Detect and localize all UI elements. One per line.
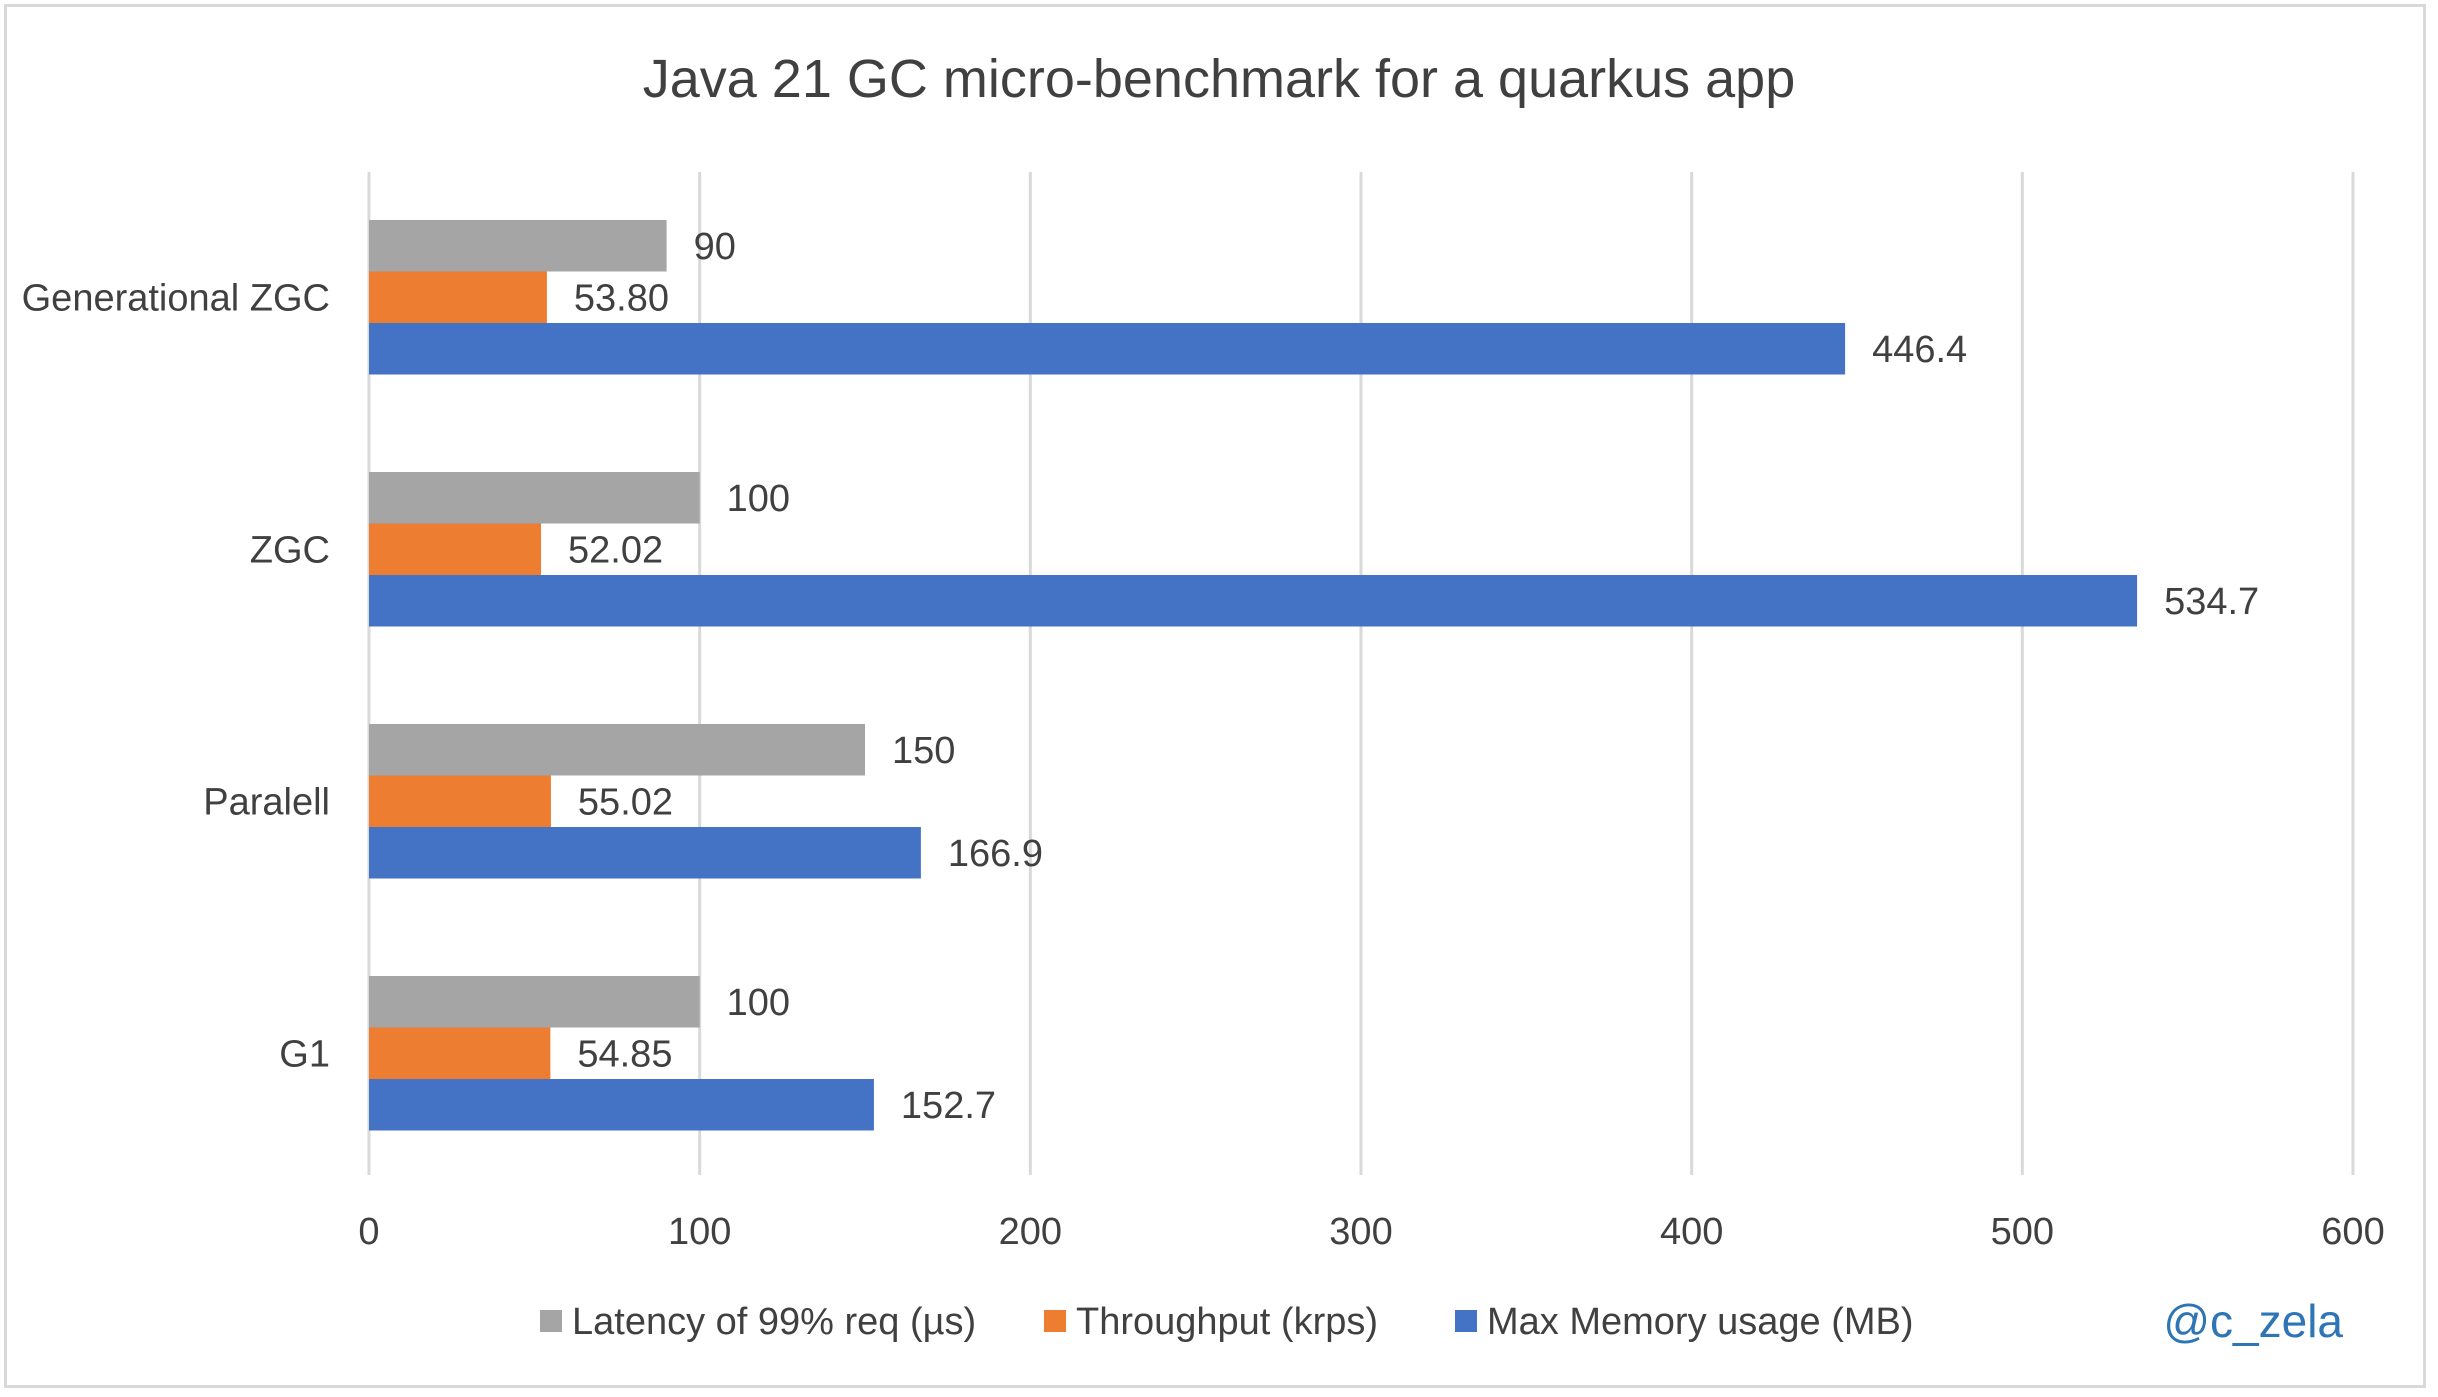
value-axis-tick-labels: 0 100 200 300 400 500 600 xyxy=(358,1211,2384,1253)
category-axis-labels: Generational ZGC ZGC Paralell G1 xyxy=(22,277,330,1075)
bar xyxy=(369,1027,551,1079)
legend-swatch xyxy=(1455,1310,1477,1332)
category-label: Paralell xyxy=(203,781,330,823)
bar xyxy=(369,523,542,575)
legend-item: Max Memory usage (MB) xyxy=(1455,1301,1914,1343)
chart-title: Java 21 GC micro-benchmark for a quarkus… xyxy=(643,49,1796,109)
data-label: 55.02 xyxy=(578,781,673,823)
x-tick-label: 0 xyxy=(358,1211,379,1253)
category-label: ZGC xyxy=(250,529,330,571)
data-label: 90 xyxy=(694,226,736,268)
data-label: 52.02 xyxy=(568,529,663,571)
data-label: 54.85 xyxy=(577,1033,672,1075)
data-label: 100 xyxy=(727,478,790,520)
data-labels: 90 53.80 446.4 100 52.02 534.7 150 55.02 166.9 10… xyxy=(568,226,2259,1127)
bar xyxy=(369,472,700,524)
data-label: 100 xyxy=(727,982,790,1024)
legend-label: Throughput (krps) xyxy=(1076,1301,1378,1343)
x-tick-label: 400 xyxy=(1660,1211,1723,1253)
x-tick-label: 100 xyxy=(668,1211,731,1253)
bar xyxy=(369,271,547,323)
bar xyxy=(369,575,2138,627)
legend-swatch xyxy=(1044,1310,1066,1332)
data-label: 152.7 xyxy=(901,1085,996,1127)
bar xyxy=(369,220,667,272)
category-label: Generational ZGC xyxy=(22,277,330,319)
bar xyxy=(369,323,1846,375)
bars xyxy=(369,220,2138,1131)
bar xyxy=(369,827,921,879)
category-label: G1 xyxy=(279,1033,330,1075)
x-tick-label: 500 xyxy=(1991,1211,2054,1253)
legend-swatch xyxy=(540,1310,562,1332)
bar xyxy=(369,976,700,1028)
x-tick-label: 600 xyxy=(2321,1211,2384,1253)
watermark-handle: @c_zela xyxy=(2163,1295,2343,1347)
data-label: 53.80 xyxy=(574,277,669,319)
bar xyxy=(369,1079,874,1131)
bar xyxy=(369,775,551,827)
data-label: 166.9 xyxy=(948,833,1043,875)
legend-label: Max Memory usage (MB) xyxy=(1487,1301,1914,1343)
data-label: 534.7 xyxy=(2164,581,2259,623)
data-label: 150 xyxy=(892,730,955,772)
data-label: 446.4 xyxy=(1872,329,1967,371)
x-tick-label: 200 xyxy=(999,1211,1062,1253)
legend-label: Latency of 99% req (µs) xyxy=(572,1301,976,1343)
bar xyxy=(369,724,865,776)
legend: Latency of 99% req (µs) Throughput (krps)… xyxy=(540,1301,1914,1343)
legend-item: Throughput (krps) xyxy=(1044,1301,1378,1343)
x-tick-label: 300 xyxy=(1329,1211,1392,1253)
legend-item: Latency of 99% req (µs) xyxy=(540,1301,976,1343)
